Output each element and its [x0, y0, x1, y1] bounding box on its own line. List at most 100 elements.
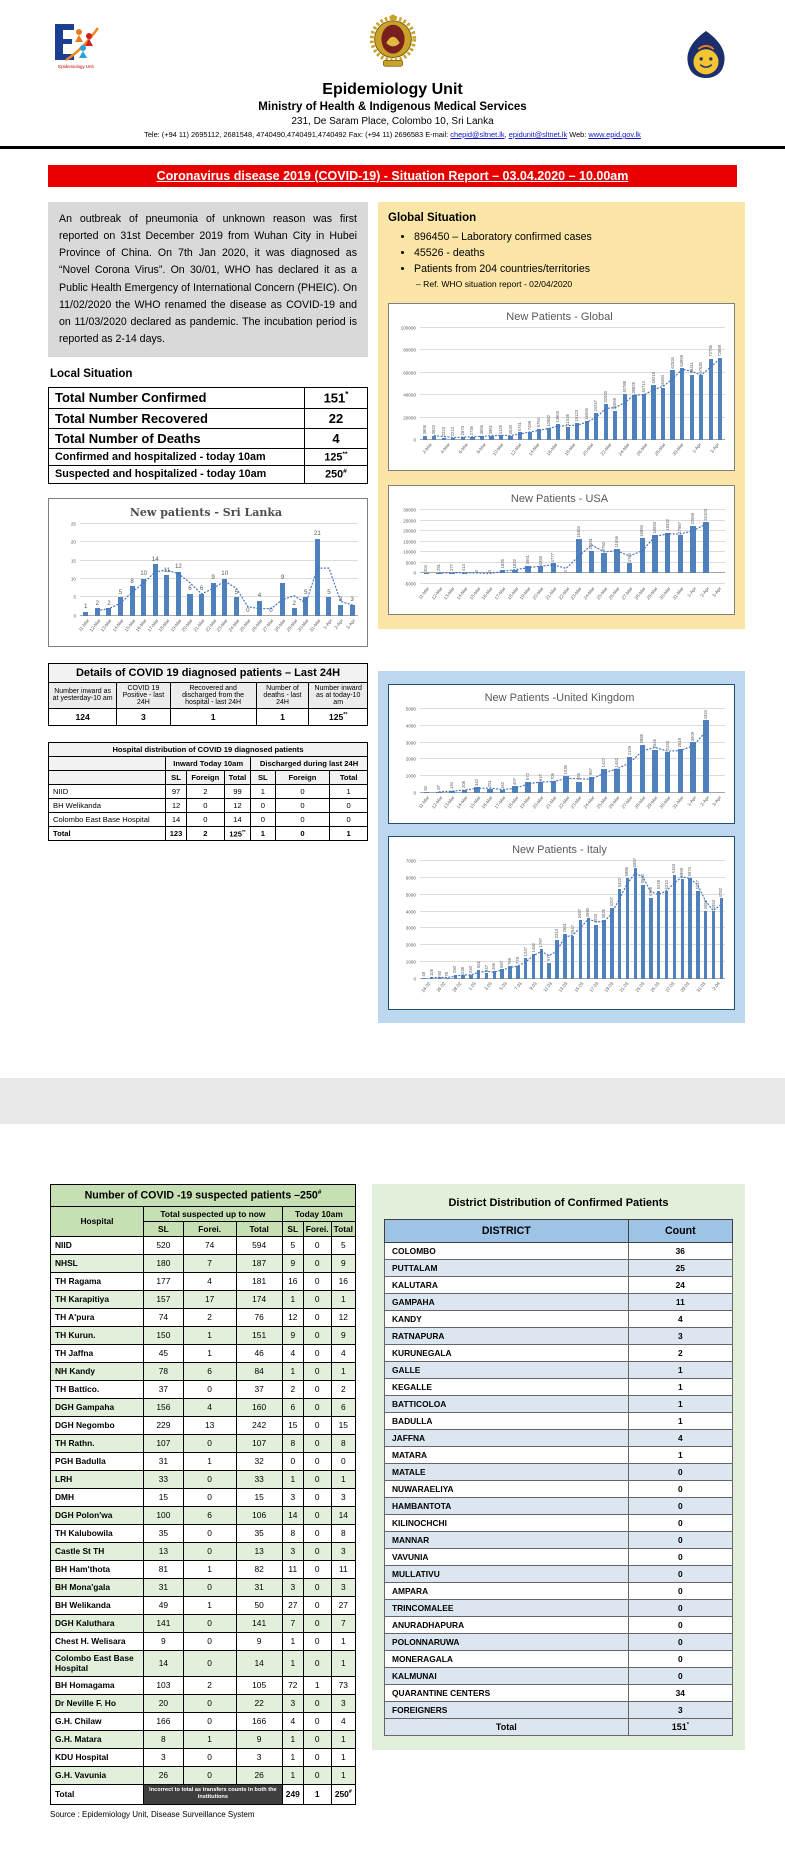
bar-slot: 7499 [525, 328, 535, 440]
bar-slot: 1822 [509, 510, 522, 584]
table-row: NH Kandy 78 6 84 1 0 1 [50, 1361, 357, 1381]
table-row: Suspected and hospitalized - today 10am 2… [48, 465, 368, 484]
bar [152, 564, 158, 616]
y-tick-label: 80000 [403, 347, 416, 353]
hospital-name: TH Kurun. [50, 1325, 144, 1345]
district-count: 25 [627, 1259, 734, 1277]
col-group-total-up-to-now: Total suspected up to now [143, 1205, 283, 1222]
cell: 1 [329, 783, 368, 799]
x-tick: 27.03 [664, 979, 679, 1007]
x-tick: 1.03 [466, 979, 481, 1007]
bar-slot: 5974 [686, 861, 694, 979]
bar-slot: 672 [522, 709, 535, 793]
bar-slot: 204 [420, 510, 433, 584]
bar [703, 720, 709, 793]
bar [470, 436, 475, 440]
cell: 8 [330, 1523, 357, 1543]
table-row: AMPARA 0 [384, 1582, 734, 1600]
column-header: COVID 19 Positive - last 24H [116, 681, 171, 709]
bar [476, 969, 481, 979]
who-ref-note: – Ref. WHO situation report - 02/04/2020 [416, 279, 573, 289]
x-tick-label: 26-Mar [607, 795, 621, 810]
cell: 0 [182, 1613, 237, 1633]
district-name: MONERAGALA [384, 1650, 629, 1668]
cell: 2 [185, 825, 225, 842]
table-row: COLOMBO 36 [384, 1242, 734, 1260]
cell: 105 [235, 1675, 283, 1695]
bar [575, 781, 582, 793]
cell: 0 [302, 1271, 332, 1291]
table-row: G.H. Chilaw 166 0 166 4 0 4 [50, 1711, 357, 1731]
district-name: KEGALLE [384, 1378, 629, 1396]
gridline [80, 577, 358, 579]
bar [584, 421, 589, 440]
email-link-2[interactable]: epidunit@sltnet.lk [508, 130, 568, 139]
gridline [420, 860, 725, 861]
bar-slot: 2873 [458, 328, 468, 440]
district-name: NUWARAELIYA [384, 1480, 629, 1498]
x-tick-label: 14-Mar [527, 442, 541, 457]
district-count: 1 [627, 1412, 734, 1430]
x-tick-label: 1.03 [467, 981, 478, 992]
district-name: KILINOCHCHI [384, 1514, 629, 1532]
cell: 81 [143, 1559, 184, 1579]
footnote-marker: * [345, 390, 349, 400]
web-link[interactable]: www.epid.gov.lk [588, 130, 641, 139]
bar-slot: 3590 [584, 861, 592, 979]
bar [500, 969, 504, 979]
email-link-1[interactable]: chepid@sltnet.lk [450, 130, 505, 139]
x-tick-label: 29-Mar [646, 586, 659, 601]
bar [718, 358, 723, 440]
cell: 9 [281, 1253, 304, 1273]
column-subheader: SL [143, 1220, 184, 1237]
x-tick-label: 3-Apr [345, 617, 357, 630]
y-tick-label: 5 [73, 594, 76, 600]
cell: 37 [143, 1379, 184, 1399]
cell: 14 [330, 1505, 357, 1525]
cell: 33 [235, 1469, 283, 1489]
y-tick-label: 0 [73, 613, 76, 619]
x-tick-label: 15-Mar [468, 795, 482, 810]
cell: 15 [330, 1415, 357, 1435]
cell: 7 [281, 1613, 304, 1633]
y-tick-label: 15000 [403, 539, 416, 545]
bar [563, 775, 569, 793]
table-row: HAMBANTOTA 0 [384, 1497, 734, 1515]
x-tick-label: 3-Apr [711, 795, 723, 807]
bar-value-label: 2 [292, 599, 296, 607]
bar-value-label: 0 [246, 607, 250, 615]
bar [603, 404, 608, 440]
right-column: Global Situation 896450 – Laboratory con… [378, 202, 745, 1023]
gridline [420, 540, 725, 542]
cell: 2 [185, 783, 225, 799]
cell: 0 [302, 1747, 332, 1767]
bar [610, 908, 614, 979]
cell: 1 [330, 1649, 357, 1677]
y-tick-label: 15 [70, 558, 76, 564]
bar-slot: 24103 [699, 509, 712, 584]
bar-slot: 4777 [547, 510, 560, 584]
y-tick-label: 40000 [403, 392, 416, 398]
bar [537, 782, 544, 793]
cell: 16 [281, 1271, 304, 1291]
bar [588, 551, 595, 574]
y-tick-label: 5000 [405, 892, 416, 898]
bar [696, 891, 700, 979]
x-axis-labels: 11-Mar 12-Mar 13-Mar 14-Mar 15-Mar 16-Mar 17-M… [418, 793, 725, 821]
district-count: 2 [627, 1344, 734, 1362]
transfer-note: Incorrect to total as transfers counts i… [143, 1783, 283, 1805]
bar [688, 878, 692, 979]
bar-slot: 1492 [530, 861, 538, 979]
district-count: 4 [627, 1310, 734, 1328]
y-tick-label: 10000 [403, 549, 416, 555]
bar-value-label: 5 [234, 588, 239, 596]
empty-cell [47, 769, 167, 785]
cell: 3 [330, 1693, 357, 1713]
cell: 106 [235, 1505, 283, 1525]
plot-area: 50 87 134 208 342 251 152 407 672 647 706 1035 665 96… [420, 708, 725, 793]
bar [422, 435, 427, 440]
table-row: KALUTARA 24 [384, 1276, 734, 1294]
bar [614, 548, 620, 574]
bar-slot: 9 [207, 524, 219, 616]
bar-slot: 26069 [611, 328, 621, 440]
